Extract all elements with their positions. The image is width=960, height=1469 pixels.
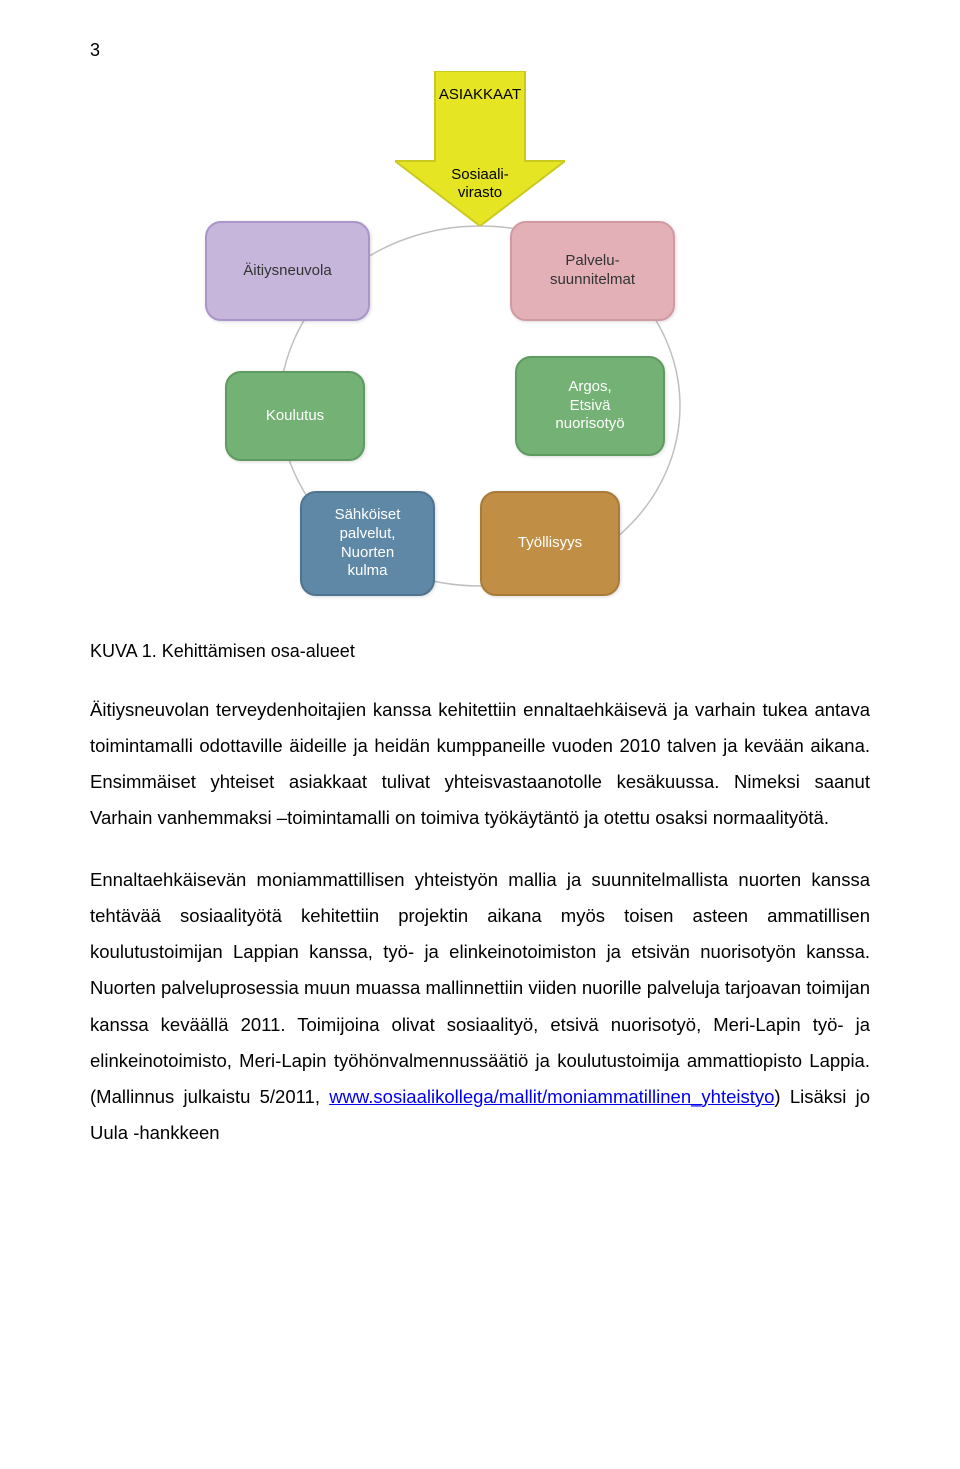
- paragraph-2: Ennaltaehkäisevän moniammattillisen yhte…: [90, 862, 870, 1151]
- arrow-label: ASIAKKAAT: [395, 86, 565, 103]
- reference-link[interactable]: www.sosiaalikollega/mallit/moniammatilli…: [329, 1086, 774, 1107]
- diagram-node-3: Argos,Etsivänuorisotyö: [515, 356, 665, 456]
- figure-caption: KUVA 1. Kehittämisen osa-alueet: [90, 641, 870, 662]
- page-number: 3: [90, 40, 870, 61]
- diagram-node-4: Sähköisetpalvelut,Nuortenkulma: [300, 491, 435, 596]
- diagram-node-1: Palvelu-suunnitelmat: [510, 221, 675, 321]
- diagram: ASIAKKAAT Sosiaali-virasto Äitiysneuvola…: [180, 71, 780, 611]
- paragraph-1: Äitiysneuvolan terveydenhoitajien kanssa…: [90, 692, 870, 836]
- diagram-node-2: Koulutus: [225, 371, 365, 461]
- diagram-node-0: Äitiysneuvola: [205, 221, 370, 321]
- body-text: Äitiysneuvolan terveydenhoitajien kanssa…: [90, 692, 870, 1151]
- arrow-sub-label: Sosiaali-virasto: [395, 166, 565, 202]
- diagram-node-5: Työllisyys: [480, 491, 620, 596]
